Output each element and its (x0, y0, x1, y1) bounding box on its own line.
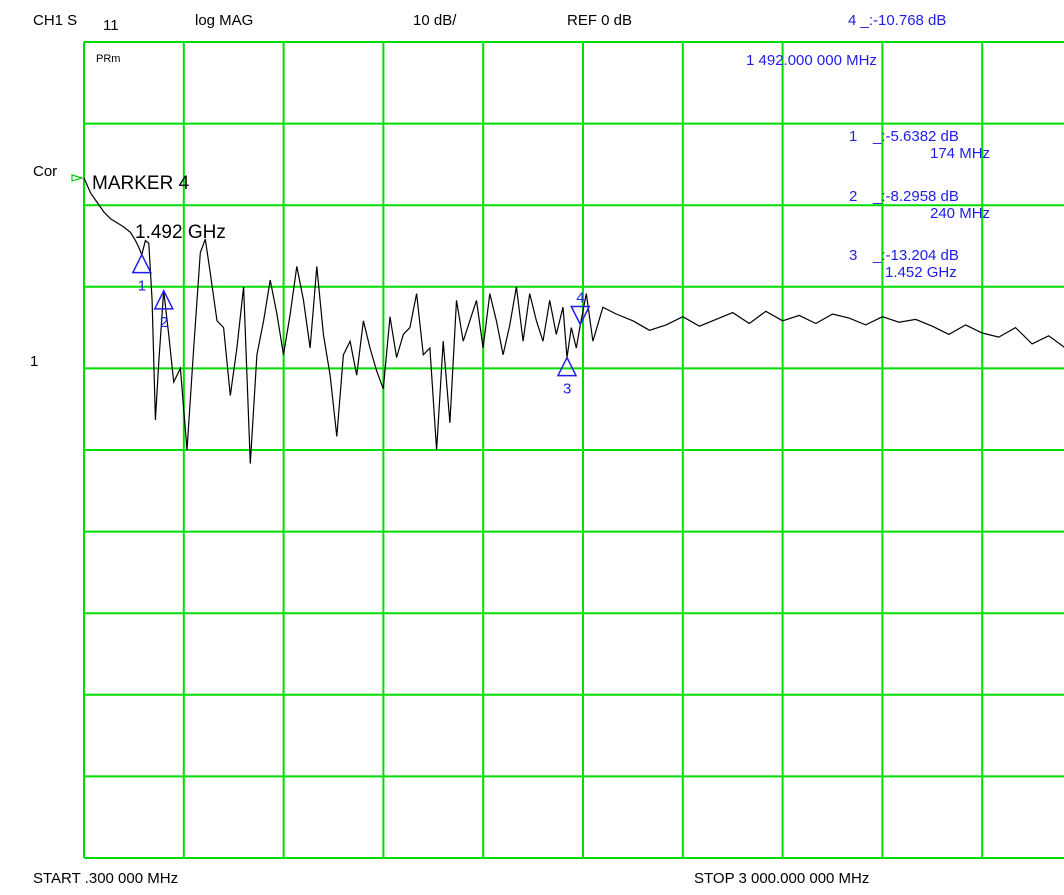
marker-frequency: 1.492 GHz (135, 222, 226, 243)
correction-label: Cor (33, 163, 58, 180)
marker-1-value: _:-5.6382 dB (873, 128, 959, 145)
marker-layer: 1 2 3 4 (131, 253, 591, 398)
trace-layer (83, 177, 1064, 464)
active-marker-readout: 4 _:-10.768 dB (848, 12, 947, 29)
stop-frequency: STOP 3 000.000 000 MHz (694, 870, 870, 887)
trace-line-0 (83, 177, 1064, 464)
marker-3-label: 3 (563, 381, 571, 398)
marker-1-triangle (131, 253, 153, 274)
marker-3-id: 3 (849, 247, 858, 264)
marker-1-id: 1 (849, 128, 858, 145)
marker-2-id: 2 (849, 188, 858, 205)
format-label: log MAG (195, 12, 254, 29)
marker-title: MARKER 4 (92, 173, 190, 194)
reference-level-arrow (71, 174, 85, 182)
marker-4-triangle (570, 305, 591, 327)
marker-2-label: 2 (160, 314, 168, 331)
channel-label: CH1 S (33, 12, 78, 29)
scale-label: 10 dB/ (413, 12, 457, 29)
marker-2-triangle (153, 289, 174, 310)
marker-3-freq: 1.452 GHz (885, 264, 957, 281)
graticule (83, 41, 1064, 859)
start-frequency: START .300 000 MHz (33, 870, 179, 887)
marker-1-label: 1 (138, 278, 146, 295)
marker-3-value: _:-13.204 dB (873, 247, 959, 264)
marker-2-value: _:-8.2958 dB (873, 188, 959, 205)
averaging-indicator: PRm (96, 53, 121, 65)
marker-1-freq: 174 MHz (930, 145, 991, 162)
marker-3-triangle (556, 355, 578, 377)
reference-label: REF 0 dB (567, 12, 633, 29)
marker-4-label: 4 (576, 289, 584, 306)
marker-2-freq: 240 MHz (930, 205, 991, 222)
channel-marker: 1 (30, 353, 39, 370)
s-parameter-label: 11 (103, 17, 119, 34)
active-marker-frequency: 1 492.000 000 MHz (746, 52, 877, 69)
